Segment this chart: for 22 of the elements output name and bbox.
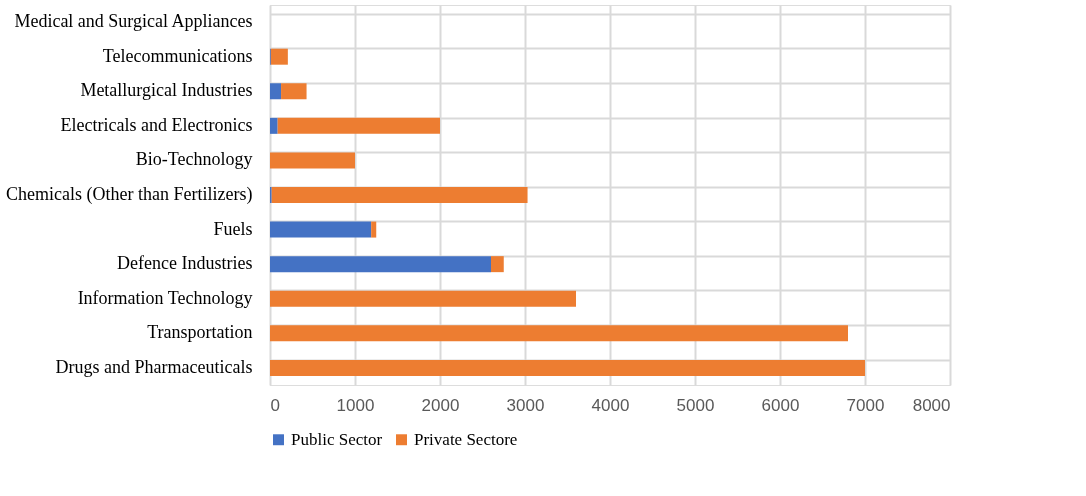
y-tick-label: Metallurgical Industries <box>80 80 253 101</box>
y-tick-label: Bio-Technology <box>135 149 253 170</box>
y-tick-label: Chemicals (Other than Fertilizers) <box>6 184 253 205</box>
y-tick-label: Medical and Surgical Appliances <box>14 11 253 32</box>
x-tick-label: 7000 <box>846 395 885 415</box>
y-tick-label: Defence Industries <box>117 253 253 274</box>
y-tick-label: Fuels <box>213 218 253 239</box>
x-tick-label: 8000 <box>912 395 951 415</box>
legend-label: Private Sectore <box>414 429 518 449</box>
x-tick-label: 2000 <box>421 395 460 415</box>
y-tick-label: Electricals and Electronics <box>60 114 253 135</box>
legend-label: Public Sector <box>291 429 383 449</box>
y-tick-label: Drugs and Pharmaceuticals <box>55 356 253 377</box>
x-tick-label: 0 <box>270 395 280 415</box>
x-tick-label: 1000 <box>336 395 375 415</box>
x-tick-label: 5000 <box>676 395 715 415</box>
y-tick-label: Telecommunications <box>102 45 253 66</box>
y-tick-label: Information Technology <box>77 287 253 308</box>
y-tick-label: Transportation <box>147 322 253 343</box>
x-tick-label: 4000 <box>591 395 630 415</box>
x-tick-label: 6000 <box>761 395 800 415</box>
x-tick-label: 3000 <box>506 395 545 415</box>
